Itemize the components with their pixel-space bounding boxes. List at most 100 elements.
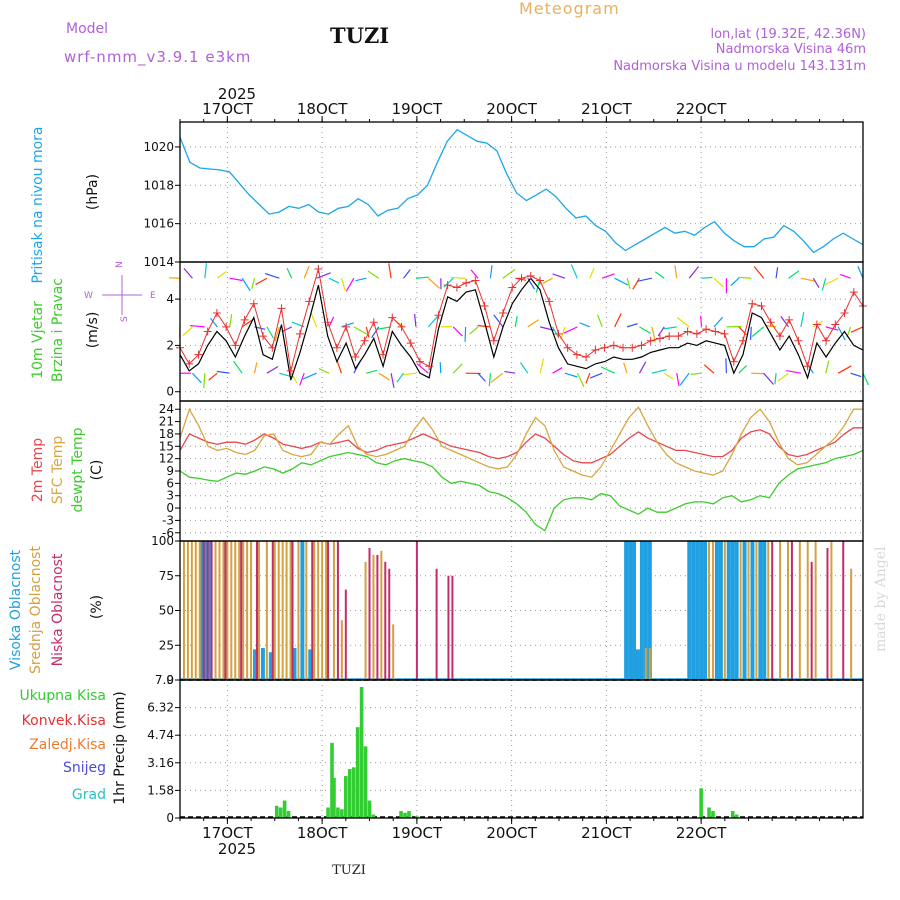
wind-gust-marker-56 <box>692 329 701 338</box>
wind-barb-0-2 <box>203 373 206 389</box>
wind-barb-1-24 <box>469 326 479 335</box>
wind-barb-0-10 <box>299 372 305 386</box>
wind-barb-0-11 <box>302 372 317 380</box>
wind-gust-marker-30 <box>452 283 461 292</box>
wind-barb-0-45 <box>738 364 748 374</box>
pressure-ytick-label-2: 1016 <box>143 217 174 231</box>
wind-gust-marker-10 <box>268 343 277 352</box>
precip-ytick-label-5: 0 <box>166 811 174 825</box>
wind-barb-2-18 <box>403 269 411 279</box>
wind-barb-2-22 <box>443 277 454 288</box>
wind-barb-2-9 <box>286 267 293 279</box>
wind-gust-marker-51 <box>646 336 655 345</box>
wind-gust-marker-59 <box>720 329 729 338</box>
compass-rose: N W E S <box>84 261 156 322</box>
pressure-ytick-label-0: 1020 <box>143 140 174 154</box>
wind-barb-2-8 <box>264 273 280 279</box>
pressure-ytick-label-1: 1018 <box>143 178 174 192</box>
wind-barb-1-1 <box>182 326 193 337</box>
wind-barb-0-27 <box>504 370 516 374</box>
wind-barb-2-30 <box>542 277 553 284</box>
wind-barb-1-50 <box>800 312 805 327</box>
precip-bar-5 <box>330 742 334 818</box>
wind-gust-marker-65 <box>775 332 784 341</box>
precip-bar-20 <box>415 816 419 818</box>
wind-barb-1-3 <box>210 317 218 328</box>
wind-barb-0-28 <box>519 362 529 374</box>
wind-barb-2-36 <box>626 278 631 289</box>
wind-barb-1-46 <box>749 326 752 340</box>
wind-barb-1-51 <box>813 320 823 328</box>
wind-barb-2-32 <box>570 264 578 279</box>
wind-barb-1-23 <box>464 326 467 342</box>
wind-barb-2-52 <box>821 278 827 291</box>
temp-unit: (C) <box>89 460 105 481</box>
wind-gust-marker-11 <box>277 304 286 313</box>
wind-barb-0-22 <box>452 363 463 374</box>
wind-gust-marker-72 <box>840 308 849 317</box>
wind-barb-0-38 <box>651 368 667 374</box>
precip-bar-22 <box>707 807 711 818</box>
compass-n: N <box>115 261 125 268</box>
wind-gust-marker-2 <box>194 350 203 359</box>
wind-barb-1-25 <box>477 324 491 328</box>
cloud-ylabel-1: Visoka Oblacnost <box>8 549 24 670</box>
wind-barb-1-22 <box>452 326 463 337</box>
wind-barb-2-46 <box>738 276 752 279</box>
xtick-label-top-0: 17OCT <box>202 100 253 118</box>
wind-barb-2-16 <box>367 270 380 279</box>
temp-ylabel-1: 2m Temp <box>30 438 46 502</box>
wind-barb-0-54 <box>850 372 862 378</box>
wind-barb-1-14 <box>353 326 368 335</box>
wind-barb-1-33 <box>579 322 591 328</box>
wind-gust-marker-69 <box>812 320 821 329</box>
wind-barb-0-36 <box>623 362 628 374</box>
wind-barb-1-47 <box>751 326 765 337</box>
wind-gust-marker-28 <box>434 311 443 320</box>
wind-gust-marker-42 <box>563 343 572 352</box>
precip-bar-16 <box>371 814 376 818</box>
model-label: Model <box>66 21 108 37</box>
wind-barb-2-35 <box>614 277 629 286</box>
wind-barb-1-7 <box>266 326 274 339</box>
wind-barb-2-40 <box>674 265 678 279</box>
wind-barb-2-39 <box>654 271 665 279</box>
wind-barb-1-28 <box>527 319 539 328</box>
wind-gust-marker-41 <box>554 329 563 338</box>
wind-barb-0-53 <box>837 365 852 374</box>
wind-gust-marker-12 <box>286 366 295 375</box>
wind-barb-2-51 <box>812 277 820 288</box>
wind-barb-0-42 <box>690 372 702 375</box>
temp-line-2m-temp <box>179 427 863 464</box>
wind-barb-1-49 <box>780 315 789 328</box>
xtick-label-bottom-2: 19OCT <box>392 824 443 842</box>
wind-barb-0-31 <box>564 372 578 378</box>
wind-barb-2-25 <box>489 265 493 279</box>
precip-bar-11 <box>351 767 356 818</box>
precip-bar-9 <box>344 776 348 818</box>
wind-barb-0-40 <box>676 373 680 387</box>
pressure-unit: (hPa) <box>85 174 101 210</box>
wind-barb-1-37 <box>639 326 652 334</box>
wind-gust-marker-16 <box>323 318 332 327</box>
wind-barb-2-34 <box>602 273 615 279</box>
temp-ytick-label-0: 24 <box>159 402 174 416</box>
wind-gust-marker-17 <box>332 343 341 352</box>
wind-gust-marker-34 <box>489 336 498 345</box>
wind-barb-2-17 <box>388 263 392 279</box>
wind-barb-2-5 <box>241 277 251 292</box>
wind-gust-marker-8 <box>249 299 258 308</box>
wind-barb-1-43 <box>713 316 724 328</box>
wind-barb-0-20 <box>416 363 429 374</box>
wind-barb-2-48 <box>775 267 779 279</box>
wind-gust-marker-25 <box>406 339 415 348</box>
precip-bar-19 <box>407 811 411 818</box>
wind-barb-1-35 <box>614 313 622 328</box>
wind-gust-marker-63 <box>757 302 766 311</box>
wind-barb-1-17 <box>376 326 392 331</box>
wind-barb-1-4 <box>229 313 233 327</box>
precip-bar-14 <box>363 746 368 818</box>
precip-bar-7 <box>336 807 340 818</box>
wind-barb-1-41 <box>676 317 690 328</box>
